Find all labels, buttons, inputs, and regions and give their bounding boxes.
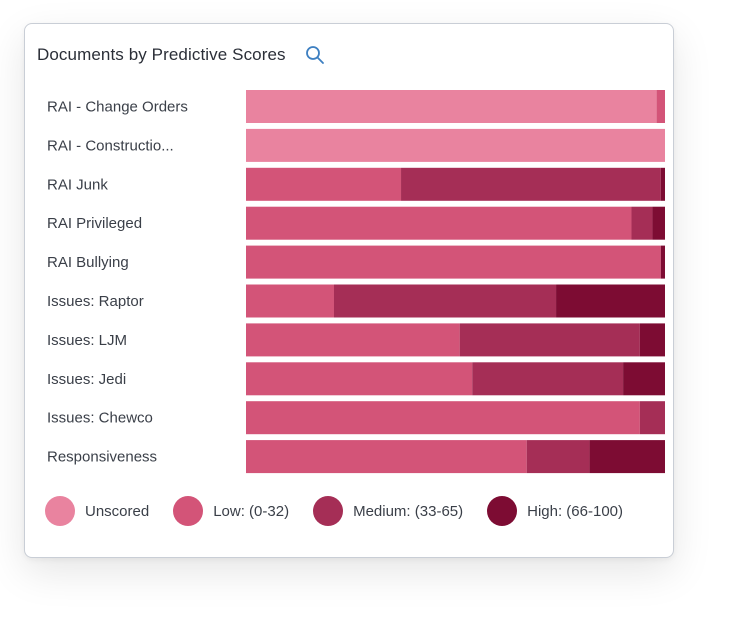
bar-segment[interactable] bbox=[660, 167, 665, 201]
legend-item[interactable]: High: (66-100) bbox=[487, 496, 623, 526]
category-label: Issues: LJM bbox=[47, 332, 127, 349]
category-label: RAI Junk bbox=[47, 176, 108, 193]
bar-segment[interactable] bbox=[639, 401, 665, 435]
bar-segment[interactable] bbox=[623, 362, 665, 396]
search-icon[interactable] bbox=[304, 44, 326, 66]
bar-segment[interactable] bbox=[246, 128, 665, 162]
legend-item[interactable]: Low: (0-32) bbox=[173, 496, 289, 526]
bar-segment[interactable] bbox=[631, 206, 653, 240]
stacked-bar-chart: RAI - Change Orders RAI - Constructio... R… bbox=[47, 90, 665, 474]
legend-item[interactable]: Unscored bbox=[45, 496, 149, 526]
bar-segment[interactable] bbox=[652, 206, 665, 240]
bar-segment[interactable] bbox=[660, 245, 665, 279]
bar-segment[interactable] bbox=[246, 440, 527, 474]
legend-item[interactable]: Medium: (33-65) bbox=[313, 496, 463, 526]
bar-segment[interactable] bbox=[246, 206, 632, 240]
legend-swatch bbox=[313, 496, 344, 526]
bar-segment[interactable] bbox=[246, 167, 402, 201]
category-label: Issues: Raptor bbox=[47, 293, 144, 310]
bar-segment[interactable] bbox=[639, 323, 665, 357]
legend-label: Low: (0-32) bbox=[213, 502, 290, 520]
category-label: RAI Privileged bbox=[47, 215, 142, 232]
category-label: RAI Bullying bbox=[47, 254, 129, 271]
bar-segment[interactable] bbox=[246, 401, 640, 435]
bar-segment[interactable] bbox=[246, 323, 460, 357]
panel-title: Documents by Predictive Scores bbox=[37, 45, 286, 64]
category-label: Responsiveness bbox=[47, 449, 157, 466]
legend-swatch bbox=[487, 496, 518, 526]
category-label: Issues: Chewco bbox=[47, 410, 153, 427]
panel-header: Documents by Predictive Scores bbox=[37, 44, 326, 66]
bar-segment[interactable] bbox=[246, 362, 473, 396]
bar-segment[interactable] bbox=[589, 440, 665, 474]
category-label: Issues: Jedi bbox=[47, 371, 126, 388]
legend-swatch bbox=[45, 496, 75, 526]
bar-segment[interactable] bbox=[459, 323, 640, 357]
bar-segment[interactable] bbox=[401, 167, 661, 201]
legend-label: Medium: (33-65) bbox=[353, 502, 464, 520]
bar-segment[interactable] bbox=[656, 90, 665, 123]
legend-label: Unscored bbox=[85, 502, 150, 520]
bar-segment[interactable] bbox=[556, 284, 665, 318]
chart-legend: Unscored Low: (0-32) Medium: (33-65) High: … bbox=[45, 496, 647, 526]
bar-segment[interactable] bbox=[472, 362, 624, 396]
bar-segment[interactable] bbox=[246, 245, 661, 279]
legend-label: High: (66-100) bbox=[527, 502, 624, 520]
category-label: RAI - Constructio... bbox=[47, 137, 174, 154]
bar-segment[interactable] bbox=[526, 440, 590, 474]
legend-swatch bbox=[173, 496, 204, 526]
predictive-scores-panel: Documents by Predictive Scores RAI - Cha… bbox=[24, 23, 674, 558]
bar-segment[interactable] bbox=[246, 284, 334, 318]
bar-segment[interactable] bbox=[333, 284, 557, 318]
bar-segment[interactable] bbox=[246, 90, 657, 123]
category-label: RAI - Change Orders bbox=[47, 99, 188, 116]
